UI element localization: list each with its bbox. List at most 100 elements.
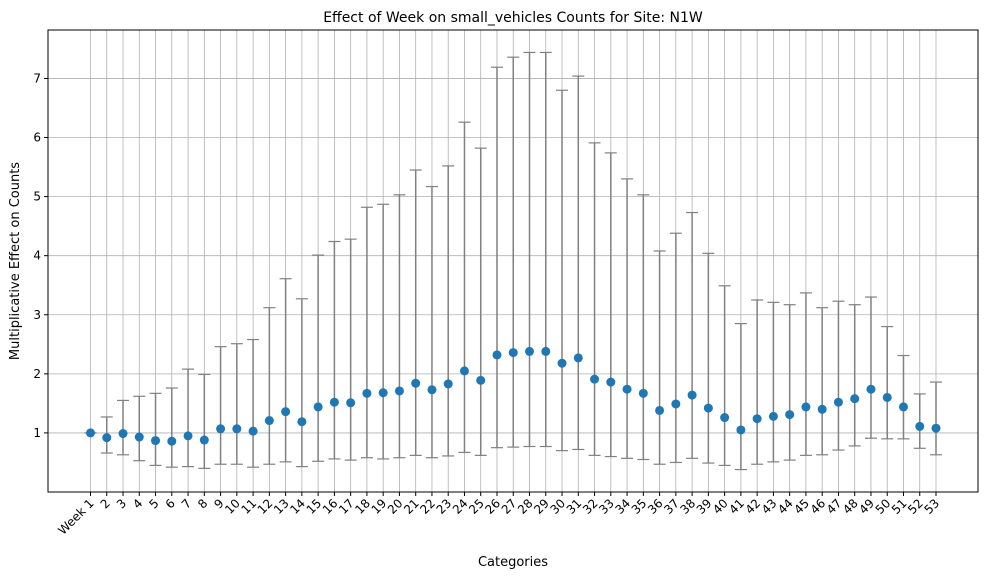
y-tick-label: 2	[33, 367, 41, 381]
x-tick-label: Week 1	[55, 496, 96, 537]
error-bar	[295, 298, 308, 468]
error-bar	[133, 395, 146, 462]
data-point	[427, 385, 437, 395]
x-tick-label: 8	[195, 496, 210, 511]
y-tick-label: 6	[33, 131, 41, 145]
x-tick-label: 53	[921, 496, 942, 517]
error-bar	[799, 292, 812, 456]
error-bar	[458, 121, 471, 454]
error-bar	[864, 296, 877, 439]
error-bar	[247, 338, 260, 468]
error-bar	[588, 142, 601, 456]
error-bar	[669, 232, 682, 464]
x-tick-label: 7	[179, 496, 194, 511]
data-point	[541, 346, 551, 356]
error-bar	[816, 307, 829, 456]
error-bar	[783, 304, 796, 461]
y-axis: 1 2 3 4 5 6 7	[33, 71, 48, 440]
x-tick-label: 3	[114, 496, 129, 511]
data-point	[882, 392, 892, 402]
data-point	[703, 403, 713, 413]
x-tick-label: 4	[130, 496, 145, 511]
data-point	[459, 366, 469, 376]
error-bar	[702, 252, 715, 464]
data-point	[313, 402, 323, 412]
error-bar	[263, 307, 276, 465]
data-point	[134, 432, 144, 442]
data-point	[167, 436, 177, 446]
error-bar	[393, 194, 406, 459]
error-bar	[832, 300, 845, 451]
error-bar	[474, 147, 487, 456]
data-point	[801, 402, 811, 412]
data-point	[297, 417, 307, 427]
y-tick-label: 5	[33, 190, 41, 204]
data-point	[411, 378, 421, 388]
data-point	[736, 425, 746, 435]
error-bar	[621, 178, 634, 459]
data-point	[394, 386, 404, 396]
data-point	[671, 399, 681, 409]
error-bar	[328, 240, 341, 460]
error-bar	[377, 203, 390, 460]
data-point	[931, 423, 941, 433]
error-bar	[312, 254, 325, 462]
y-tick-label: 4	[33, 249, 41, 263]
data-point	[752, 414, 762, 424]
data-point	[378, 388, 388, 398]
y-axis-label: Multiplicative Effect on Counts	[8, 162, 23, 360]
error-bar	[897, 354, 910, 440]
error-bar	[734, 323, 747, 471]
data-point	[86, 428, 95, 438]
data-point	[329, 397, 339, 407]
error-bars	[84, 51, 942, 471]
error-bar	[751, 299, 764, 465]
data-point	[785, 410, 795, 420]
data-point	[638, 388, 648, 398]
data-point	[898, 402, 908, 412]
error-bar	[572, 75, 585, 451]
data-point	[590, 374, 600, 384]
data-point	[850, 394, 860, 404]
data-point	[557, 358, 567, 368]
data-point	[492, 350, 502, 360]
error-bar	[230, 343, 243, 465]
data-point	[346, 398, 356, 408]
data-points	[86, 346, 941, 446]
error-bar	[442, 165, 455, 457]
data-point	[232, 424, 242, 434]
error-bar	[214, 346, 227, 465]
chart-title: Effect of Week on small_vehicles Counts …	[323, 10, 703, 26]
x-tick-label: 6	[163, 496, 178, 511]
y-tick-label: 7	[33, 71, 41, 85]
x-tick-label: 5	[146, 496, 161, 511]
error-bar	[149, 392, 162, 467]
data-point	[216, 424, 226, 434]
data-point	[118, 429, 128, 439]
data-point	[443, 379, 453, 389]
error-bar	[490, 66, 503, 449]
error-bar	[604, 152, 617, 458]
data-point	[573, 353, 583, 363]
data-point	[833, 397, 843, 407]
error-bar	[881, 325, 894, 440]
data-point	[915, 421, 925, 431]
data-point	[866, 384, 876, 394]
data-point	[476, 375, 486, 385]
data-point	[151, 436, 161, 446]
error-bar	[637, 194, 650, 461]
data-point	[362, 388, 372, 398]
data-point	[281, 407, 291, 417]
error-bar	[198, 373, 211, 469]
error-bar	[913, 393, 926, 449]
y-tick-label: 1	[33, 426, 41, 440]
error-bar	[507, 56, 520, 448]
x-axis: Week 1 2 3 4 5 6 7 8 910111213141516171819202122…	[55, 492, 942, 537]
y-tick-label: 3	[33, 308, 41, 322]
error-bar	[360, 206, 373, 459]
x-axis-label: Categories	[478, 555, 548, 570]
data-point	[768, 411, 778, 421]
data-point	[183, 431, 193, 441]
error-bar	[344, 238, 357, 461]
